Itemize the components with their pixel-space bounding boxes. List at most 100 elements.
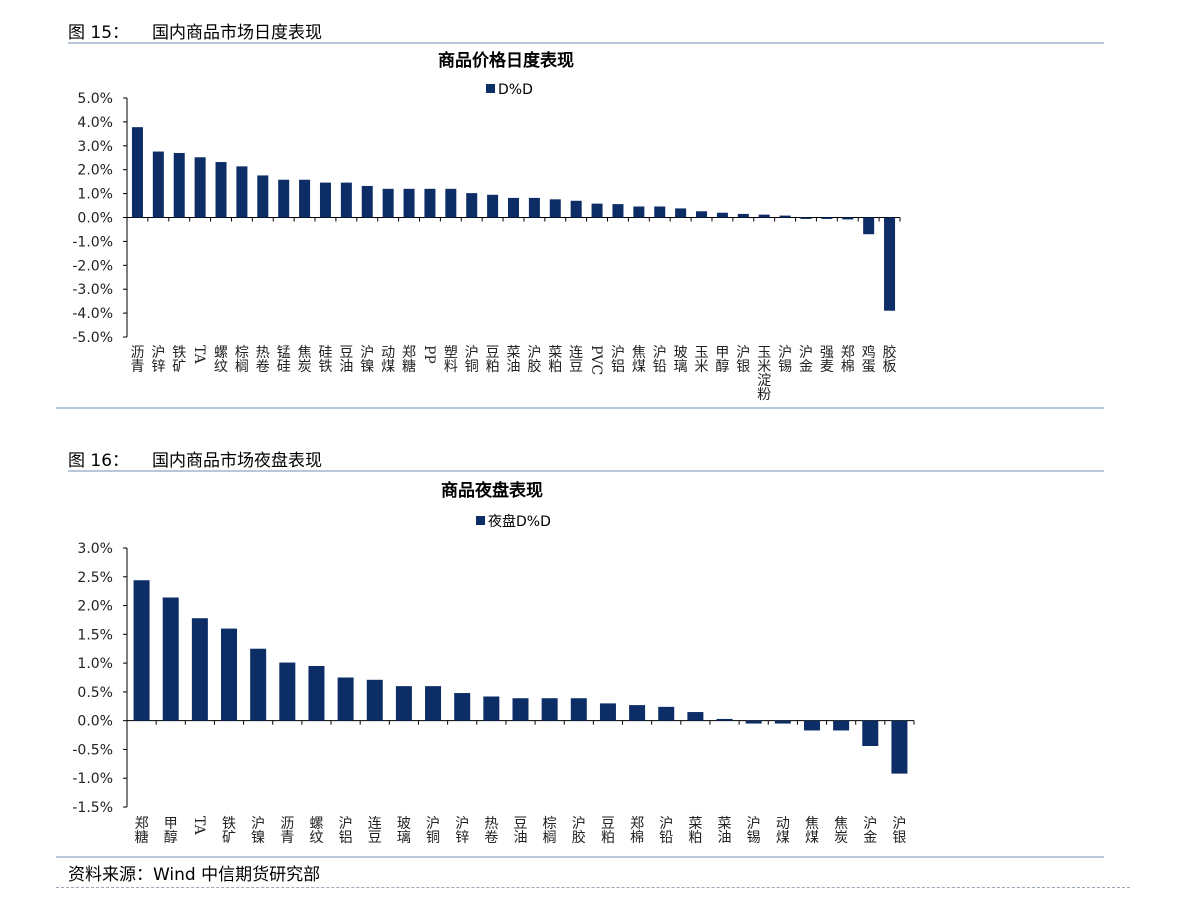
bar: [236, 166, 248, 218]
category-label: 焦炭: [298, 345, 312, 375]
category-label-char: 鸡: [862, 344, 876, 361]
bar: [821, 217, 833, 219]
category-label-char: 棕: [235, 345, 249, 361]
legend-swatch: [476, 516, 485, 525]
category-label-char: 铁: [318, 359, 332, 375]
bar: [549, 199, 561, 218]
category-label-char: 玻: [674, 345, 688, 361]
category-label: 焦煤: [805, 816, 819, 846]
category-label-char: 沪: [251, 816, 265, 832]
bar: [862, 720, 879, 746]
category-label: 玻璃: [397, 816, 411, 846]
bar: [633, 206, 645, 218]
y-tick-label: 1.5%: [77, 627, 113, 643]
category-label: 沪锌: [455, 816, 469, 846]
bar: [194, 157, 206, 218]
bar: [612, 204, 624, 218]
y-tick-label: 4.0%: [77, 115, 113, 131]
category-label-char: 榈: [235, 359, 249, 375]
bar: [382, 188, 394, 218]
category-label: 沪金: [863, 816, 877, 846]
category-label-char: 料: [444, 359, 458, 375]
bar: [361, 185, 373, 218]
y-tick-label: -0.5%: [72, 742, 113, 758]
category-label-char: 铁: [222, 816, 236, 832]
category-label-char: 动: [381, 345, 395, 361]
bar: [445, 188, 457, 218]
bar: [454, 693, 471, 721]
category-label-char: 菜: [507, 345, 521, 361]
category-label-char: 油: [339, 359, 353, 375]
category-label-char: 醇: [164, 829, 178, 846]
category-label-char: 铅: [659, 830, 673, 846]
category-label: 菜粕: [688, 816, 702, 846]
category-label-char: 豆: [486, 345, 500, 361]
figure-number: 图 16：: [68, 451, 130, 471]
bar: [803, 720, 820, 731]
category-label-char: 青: [130, 359, 144, 375]
category-label-char: 菜: [548, 345, 562, 361]
category-label-char: 铁: [172, 345, 186, 361]
category-label-char: 郑: [841, 345, 855, 361]
category-label-char: 螺: [214, 345, 228, 361]
y-tick-label: 2.0%: [77, 599, 113, 615]
category-label: 沪铝: [611, 345, 625, 375]
category-label: 沪金: [799, 345, 813, 375]
category-label: 螺纹: [214, 345, 228, 375]
category-label-char: 璃: [674, 358, 688, 375]
bar: [570, 698, 587, 721]
category-label-char: 棉: [630, 829, 644, 846]
bar: [599, 703, 616, 721]
bar: [774, 720, 791, 724]
category-label: 郑糖: [402, 345, 416, 375]
bar: [299, 179, 311, 218]
bar: [696, 211, 708, 218]
category-label-char: 纹: [214, 359, 228, 375]
y-tick-label: -4.0%: [72, 306, 113, 322]
figure-16-header: 图 16： 国内商品市场夜盘表现: [68, 442, 1104, 472]
bar: [424, 188, 436, 218]
category-label: 沪铝: [339, 816, 353, 846]
category-label: 沪锡: [747, 816, 761, 846]
y-tick-label: 1.0%: [77, 187, 113, 203]
category-label-char: 粕: [601, 830, 615, 846]
category-label-char: 豆: [514, 816, 528, 832]
y-tick-label: -2.0%: [72, 258, 113, 274]
y-tick-label: 3.0%: [77, 541, 113, 557]
category-label-char: 沪: [465, 345, 479, 361]
bar: [221, 628, 238, 721]
category-label-char: 米: [695, 359, 709, 375]
bar: [131, 127, 143, 218]
category-label-char: 沪: [426, 816, 440, 832]
category-label-char: 炭: [298, 359, 312, 375]
category-label-char: 豆: [601, 816, 615, 832]
category-label-char: 棉: [841, 358, 855, 375]
category-label: 甲醇: [164, 816, 178, 846]
category-label: 棕榈: [235, 345, 249, 375]
category-label: 螺纹: [309, 816, 323, 846]
category-label: PVC: [588, 345, 604, 375]
category-label-char: 铜: [426, 830, 440, 846]
category-label-char: 矿: [172, 359, 186, 375]
category-label-char: 油: [718, 830, 732, 846]
category-label-char: 粕: [688, 830, 702, 846]
category-label-char: 菜: [688, 816, 702, 832]
bar: [319, 182, 331, 218]
category-label-char: 锡: [747, 830, 761, 846]
y-tick-label: 3.0%: [77, 139, 113, 155]
bar: [745, 720, 762, 724]
bar: [278, 179, 290, 218]
bar: [425, 686, 442, 721]
bar: [173, 152, 185, 218]
category-label-char: 菜: [718, 816, 732, 832]
category-label-text: TA: [191, 816, 207, 836]
category-label-char: 油: [507, 359, 521, 375]
category-label: 沥青: [280, 816, 294, 846]
category-label-char: 蛋: [862, 359, 876, 375]
category-label-char: 郑: [630, 816, 644, 832]
category-label-char: 璃: [397, 829, 411, 846]
category-label-char: 煤: [805, 830, 819, 846]
category-label-char: 玻: [397, 816, 411, 832]
category-label-char: 糖: [402, 359, 416, 375]
